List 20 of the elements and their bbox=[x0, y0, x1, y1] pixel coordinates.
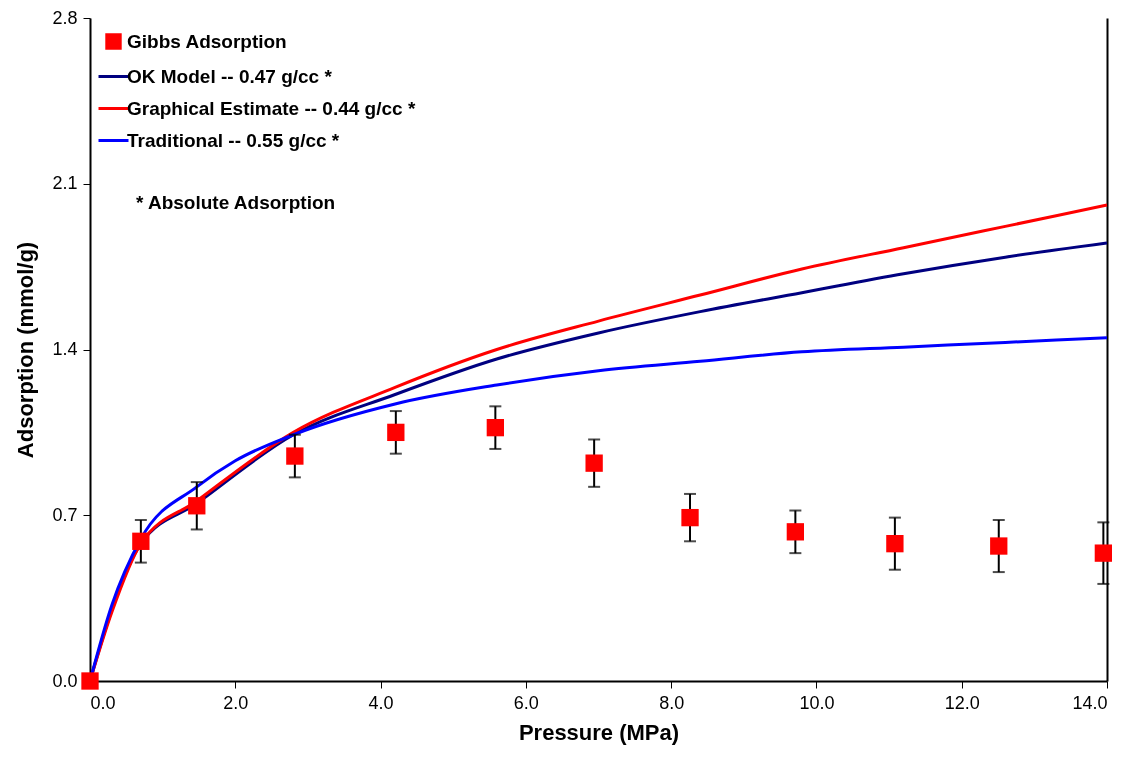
x-tick-label: 6.0 bbox=[513, 692, 539, 713]
legend-label: Traditional -- 0.55 g/cc * bbox=[127, 129, 340, 151]
x-tick-label: 12.0 bbox=[944, 692, 980, 713]
y-tick-label: 0.0 bbox=[52, 670, 78, 691]
x-axis-title: Pressure (MPa) bbox=[518, 719, 680, 745]
x-tick-label: 14.0 bbox=[1072, 692, 1108, 713]
annotation: * Absolute Adsorption bbox=[136, 192, 336, 213]
y-tick-label: 1.4 bbox=[52, 339, 78, 359]
y-tick-label: 2.1 bbox=[52, 173, 78, 194]
x-tick-label: 4.0 bbox=[368, 692, 394, 713]
x-tick-label: 8.0 bbox=[659, 692, 685, 713]
y-tick-label: 2.8 bbox=[52, 7, 78, 28]
legend-label: OK Model -- 0.47 g/cc * bbox=[127, 65, 333, 87]
y-tick-label: 0.7 bbox=[52, 504, 78, 525]
x-tick-label: 0.0 bbox=[90, 692, 116, 713]
x-tick-label: 2.0 bbox=[223, 692, 249, 713]
x-tick-label: 10.0 bbox=[799, 692, 835, 713]
legend-label: Gibbs Adsorption bbox=[127, 30, 287, 52]
y-axis-title: Adsorption (mmol/g) bbox=[13, 241, 39, 459]
legend-label: Graphical Estimate -- 0.44 g/cc * bbox=[127, 97, 416, 119]
